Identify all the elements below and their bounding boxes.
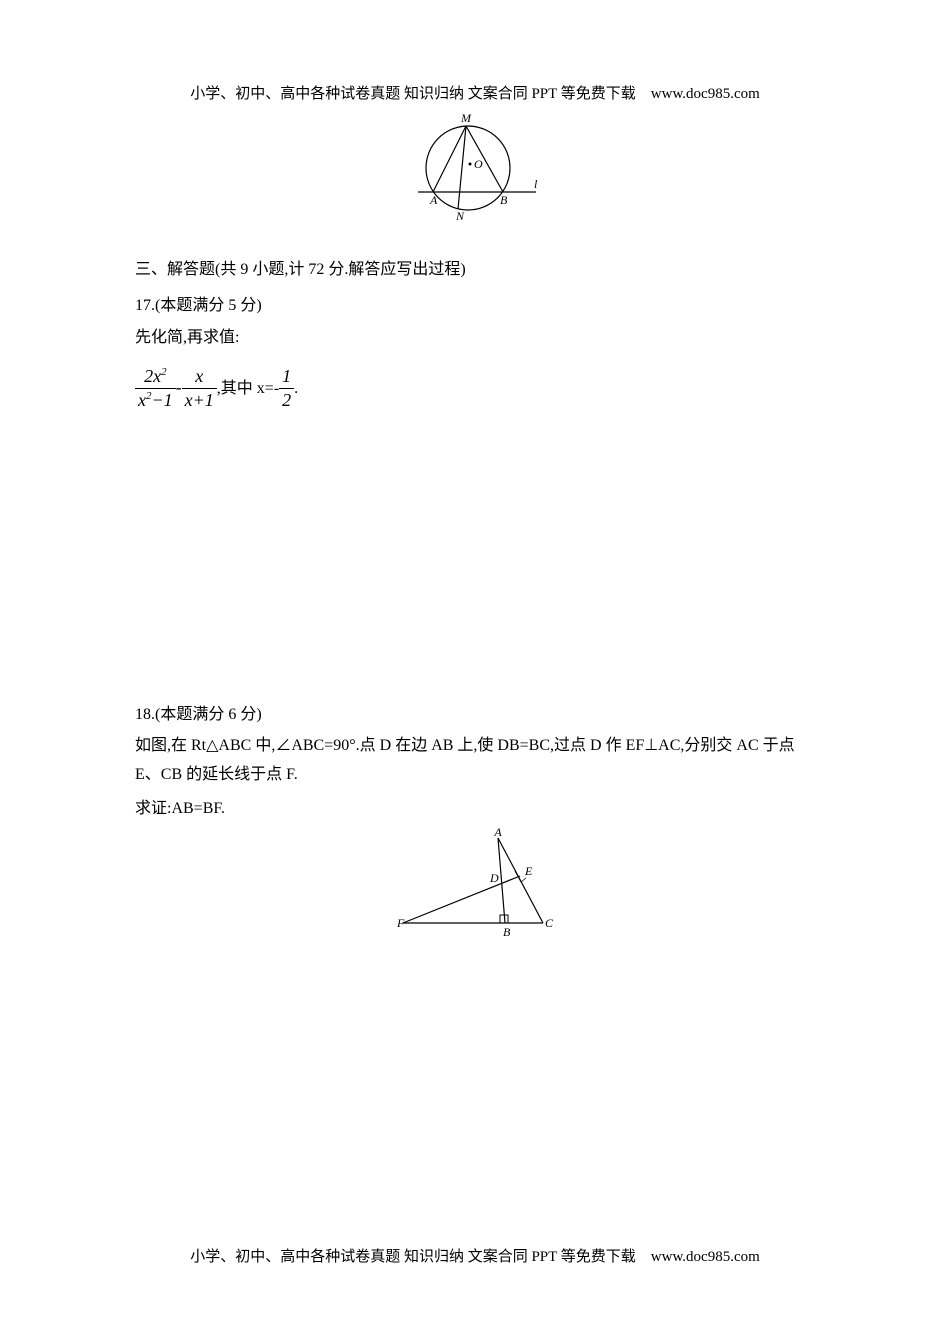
q18-title: 18.(本题满分 6 分) [135,700,815,724]
q17-mid-text: ,其中 x=- [217,380,279,397]
page-footer: 小学、初中、高中各种试卷真题 知识归纳 文案合同 PPT 等免费下载 www.d… [0,1245,950,1266]
label-C2: C [545,916,554,930]
label-A: A [429,193,438,207]
q17-instruction: 先化简,再求值: [135,323,815,347]
label-D2: D [489,871,499,885]
figure-right-triangle: A D E F B C [135,828,815,945]
q17-formula: 2x2 x2−1 - x x+1 ,其中 x=- 1 2 . [135,365,815,413]
answer-space [135,420,815,700]
label-M: M [460,111,472,125]
figure-circle-tangent: M O A N B l [135,110,815,227]
label-B2: B [503,925,511,939]
page-content: M O A N B l 三、解答题(共 9 小题,计 72 分.解答应写出过程)… [135,110,815,945]
fraction-2: x x+1 [182,365,217,413]
label-F2: F [396,916,405,930]
label-B: B [500,193,508,207]
page-header: 小学、初中、高中各种试卷真题 知识归纳 文案合同 PPT 等免费下载 www.d… [0,82,950,103]
q18-prove: 求证:AB=BF. [135,794,815,818]
label-O: O [474,157,483,171]
q17-title: 17.(本题满分 5 分) [135,291,815,315]
label-E2: E [524,864,533,878]
label-N: N [455,209,465,222]
q18-body: 如图,在 Rt△ABC 中,∠ABC=90°.点 D 在边 AB 上,使 DB=… [135,732,815,790]
fraction-1: 2x2 x2−1 [135,365,176,413]
label-A2: A [493,828,502,839]
section-3-heading: 三、解答题(共 9 小题,计 72 分.解答应写出过程) [135,257,815,283]
fraction-3: 1 2 [279,365,294,413]
q17-end: . [294,380,298,397]
label-l: l [534,177,538,191]
